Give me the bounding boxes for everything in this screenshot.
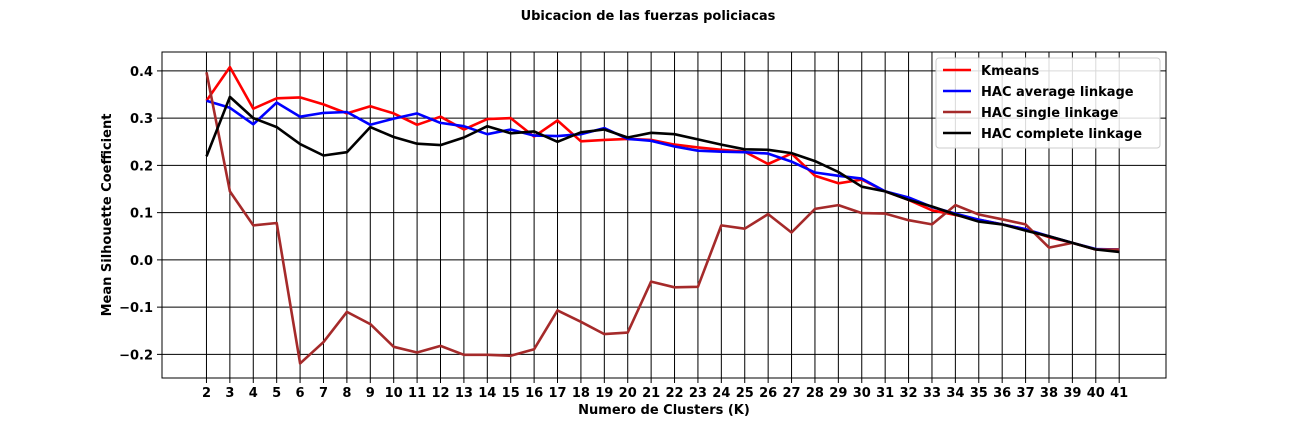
x-tick-label: 6: [296, 386, 305, 401]
legend-label: HAC complete linkage: [981, 127, 1142, 142]
x-tick-label: 39: [1063, 386, 1081, 401]
legend: Kmeans HAC average linkage HAC single link…: [935, 57, 1161, 149]
legend-box: [935, 57, 1161, 149]
series-line-hac-average-linkage: [206, 99, 1120, 251]
y-tick-label: 0.1: [130, 207, 153, 222]
x-tick-label: 35: [970, 386, 988, 401]
chart-title: Ubicacion de las fuerzas policiacas: [521, 9, 776, 24]
series-lines: [205, 65, 1120, 365]
x-tick-label: 24: [712, 386, 730, 401]
legend-label: Kmeans: [981, 64, 1039, 79]
x-tick-label: 13: [455, 386, 473, 401]
y-tick-label: 0.3: [130, 112, 153, 127]
x-tick-label: 40: [1087, 386, 1105, 401]
x-tick-label: 20: [619, 386, 637, 401]
x-axis-label: Numero de Clusters (K): [578, 403, 750, 418]
x-tick-label: 32: [900, 386, 918, 401]
legend-label: HAC average linkage: [981, 85, 1134, 100]
x-tick-label: 41: [1110, 386, 1128, 401]
x-tick-label: 28: [806, 386, 824, 401]
x-tick-label: 29: [829, 386, 847, 401]
x-tick-label: 10: [385, 386, 403, 401]
y-axis-ticks: −0.2 −0.1 0.0 0.1 0.2 0.3 0.4: [119, 65, 162, 363]
y-tick-label: 0.0: [130, 254, 153, 269]
y-tick-label: 0.4: [130, 65, 153, 80]
x-tick-label: 37: [1017, 386, 1035, 401]
x-tick-label: 38: [1040, 386, 1058, 401]
x-tick-label: 23: [689, 386, 707, 401]
y-tick-label: 0.2: [130, 159, 153, 174]
x-tick-label: 19: [595, 386, 613, 401]
series-line-hac-complete-linkage: [205, 95, 1120, 254]
x-tick-label: 8: [342, 386, 351, 401]
x-tick-label: 12: [431, 386, 449, 401]
y-axis-label: Mean Silhouette Coefficient: [100, 114, 115, 317]
plot-area-frame: [161, 51, 1167, 379]
x-axis-ticks: 2 3 4 5 6 7 8 9 10 11 12 13 14 15 16 17 18 19 20 21 22 23 24 25…: [202, 378, 1128, 401]
x-tick-label: 17: [548, 386, 566, 401]
x-tick-label: 4: [249, 386, 258, 401]
x-tick-label: 34: [946, 386, 964, 401]
y-tick-label: −0.1: [119, 301, 153, 316]
x-tick-label: 30: [853, 386, 871, 401]
x-tick-label: 3: [225, 386, 234, 401]
x-tick-label: 14: [478, 386, 496, 401]
x-tick-label: 16: [525, 386, 543, 401]
y-tick-label: −0.2: [119, 348, 153, 363]
x-tick-label: 11: [408, 386, 426, 401]
x-tick-label: 7: [319, 386, 328, 401]
x-tick-label: 26: [759, 386, 777, 401]
x-tick-label: 22: [665, 386, 683, 401]
x-tick-label: 9: [366, 386, 375, 401]
legend-label: HAC single linkage: [981, 106, 1118, 121]
x-tick-label: 36: [993, 386, 1011, 401]
x-tick-label: 18: [572, 386, 590, 401]
x-tick-label: 2: [202, 386, 211, 401]
x-tick-label: 33: [923, 386, 941, 401]
x-tick-label: 27: [783, 386, 801, 401]
x-tick-label: 5: [272, 386, 281, 401]
series-line-hac-single-linkage: [205, 72, 1120, 365]
x-tick-label: 15: [502, 386, 520, 401]
x-tick-label: 25: [736, 386, 754, 401]
x-tick-label: 31: [876, 386, 894, 401]
x-tick-label: 21: [642, 386, 660, 401]
